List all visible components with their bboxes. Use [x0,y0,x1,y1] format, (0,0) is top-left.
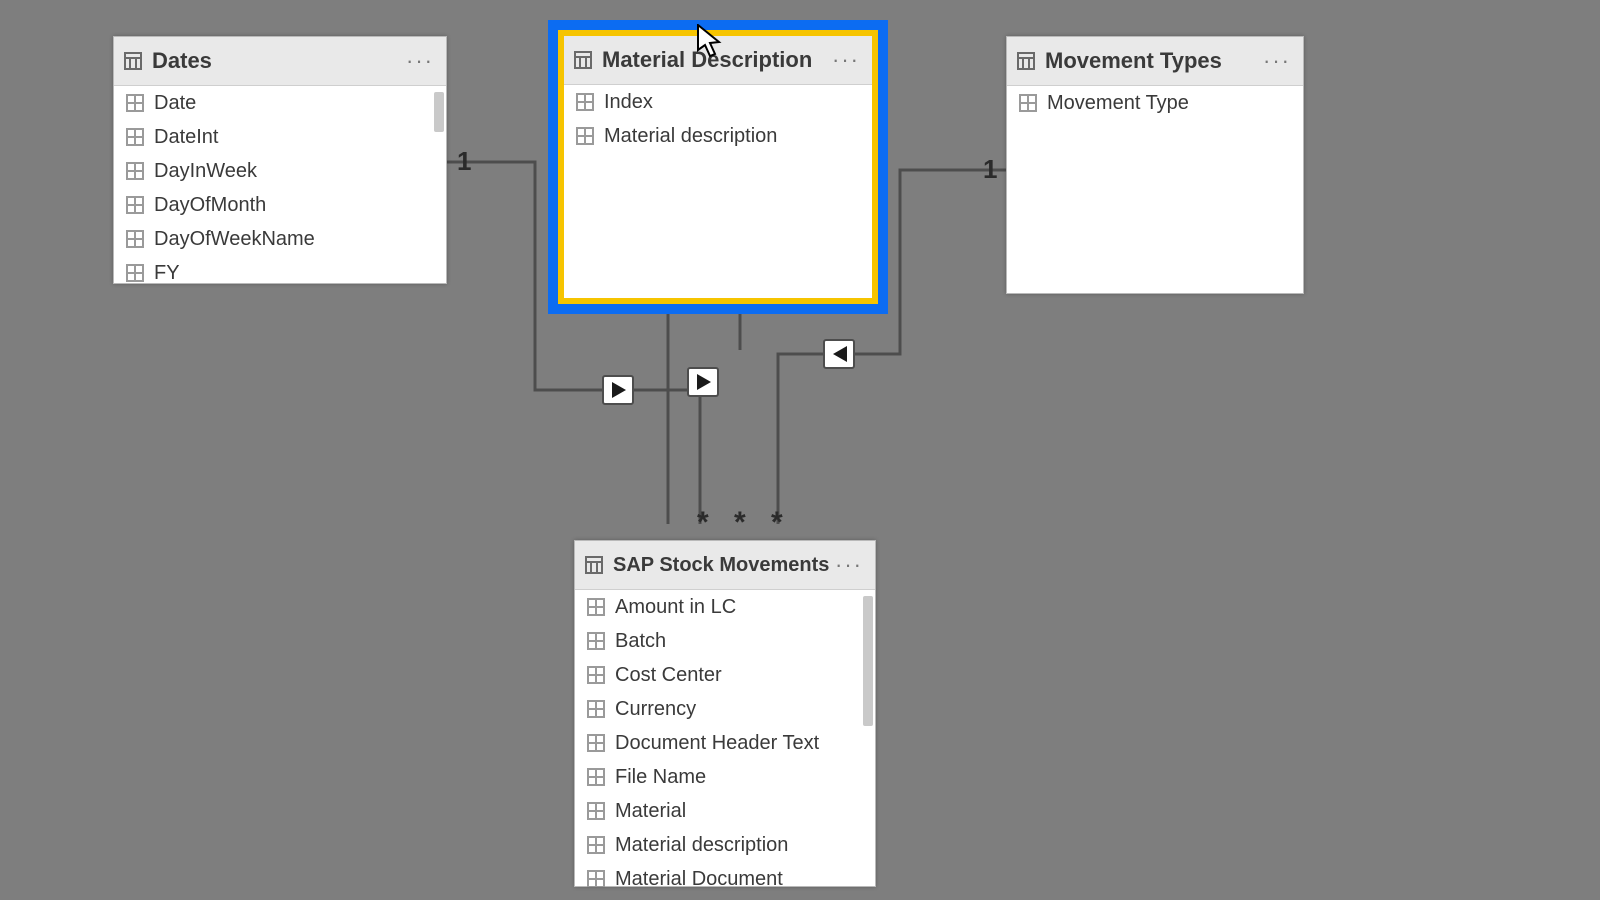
column-icon [587,734,605,752]
table-header[interactable]: Movement Types ··· [1007,37,1303,86]
field-row[interactable]: Material description [564,119,872,153]
filter-direction-icon [688,368,718,396]
column-icon [587,598,605,616]
table-sap-stock-movements[interactable]: SAP Stock Movements ··· Amount in LC Bat… [574,540,876,887]
cardinality-one: 1 [457,146,471,177]
table-title: Movement Types [1045,48,1261,74]
model-canvas[interactable]: 1 1 * * * Dates ··· Date [0,0,1600,900]
table-icon [585,556,603,574]
table-material-description-selected[interactable]: Material Description ··· Index Material … [548,20,888,314]
field-row[interactable]: Amount in LC [575,590,875,624]
field-label: Material [615,800,686,823]
column-icon [126,264,144,282]
field-label: File Name [615,766,706,789]
field-label: Batch [615,630,666,653]
field-row[interactable]: Currency [575,692,875,726]
field-label: Material description [604,125,777,148]
field-row[interactable]: FY [114,256,446,284]
field-row[interactable]: Index [564,85,872,119]
field-row[interactable]: Movement Type [1007,86,1303,120]
field-label: DateInt [154,126,218,149]
filter-direction-icon [603,376,633,404]
scrollbar-thumb[interactable] [863,596,873,726]
field-row[interactable]: File Name [575,760,875,794]
field-label: Amount in LC [615,596,736,619]
field-label: Movement Type [1047,92,1189,115]
column-icon [576,127,594,145]
field-row[interactable]: Cost Center [575,658,875,692]
field-row[interactable]: DayOfWeekName [114,222,446,256]
column-icon [126,128,144,146]
table-icon [574,51,592,69]
field-label: Material description [615,834,788,857]
table-icon [1017,52,1035,70]
field-row[interactable]: Batch [575,624,875,658]
field-row[interactable]: DayOfMonth [114,188,446,222]
field-row[interactable]: Date [114,86,446,120]
field-label: DayOfWeekName [154,228,315,251]
column-icon [587,768,605,786]
field-row[interactable]: Material Document [575,862,875,887]
cardinality-many: * [771,506,783,540]
column-icon [587,700,605,718]
table-header[interactable]: Dates ··· [114,37,446,86]
field-label: DayInWeek [154,160,257,183]
column-icon [126,162,144,180]
column-icon [587,632,605,650]
column-icon [576,93,594,111]
field-label: Date [154,92,196,115]
field-label: Currency [615,698,696,721]
table-field-list[interactable]: Date DateInt DayInWeek DayOfMonth DayOfW… [114,86,446,284]
table-title: Dates [152,48,404,74]
table-field-list[interactable]: Amount in LC Batch Cost Center Currency … [575,590,875,887]
field-label: Cost Center [615,664,722,687]
table-field-list[interactable]: Index Material description [564,85,872,295]
field-label: FY [154,262,180,285]
column-icon [587,870,605,887]
field-label: Document Header Text [615,732,819,755]
table-field-list[interactable]: Movement Type [1007,86,1303,294]
field-row[interactable]: Material [575,794,875,828]
table-dates[interactable]: Dates ··· Date DateInt DayInWeek DayO [113,36,447,284]
column-icon [126,196,144,214]
column-icon [126,230,144,248]
table-movement-types[interactable]: Movement Types ··· Movement Type [1006,36,1304,294]
field-label: Index [604,91,653,114]
column-icon [587,836,605,854]
column-icon [1019,94,1037,112]
field-row[interactable]: Material description [575,828,875,862]
column-icon [126,94,144,112]
field-row[interactable]: DayInWeek [114,154,446,188]
scrollbar-thumb[interactable] [434,92,444,132]
field-row[interactable]: Document Header Text [575,726,875,760]
cardinality-one: 1 [983,154,997,185]
cardinality-many: * [734,506,746,540]
column-icon [587,802,605,820]
field-label: Material Document [615,868,783,888]
field-label: DayOfMonth [154,194,266,217]
table-menu-icon[interactable]: ··· [404,48,436,74]
column-icon [587,666,605,684]
table-icon [124,52,142,70]
field-row[interactable]: DateInt [114,120,446,154]
table-menu-icon[interactable]: ··· [833,552,865,578]
table-menu-icon[interactable]: ··· [1261,48,1293,74]
table-title: SAP Stock Movements [613,554,833,577]
mouse-cursor-icon [697,24,723,58]
table-header[interactable]: SAP Stock Movements ··· [575,541,875,590]
table-menu-icon[interactable]: ··· [830,47,862,73]
cardinality-many: * [697,506,709,540]
filter-direction-icon [824,340,854,368]
